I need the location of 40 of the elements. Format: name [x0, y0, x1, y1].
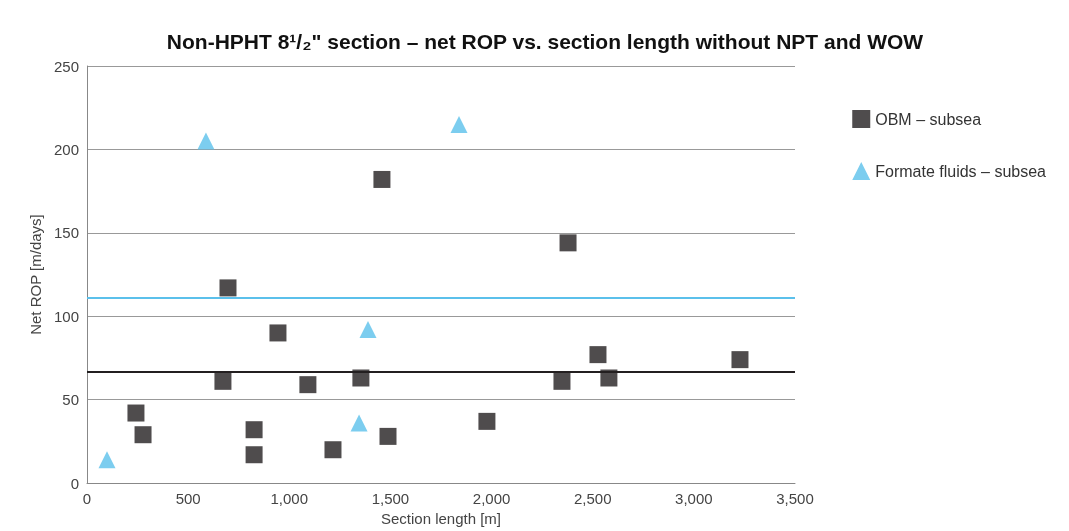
y-tick-label: 150 — [53, 224, 79, 242]
point — [245, 446, 263, 464]
y-axis-title: Net ROP [m/days] — [27, 214, 44, 335]
point — [450, 115, 468, 133]
point — [214, 372, 232, 390]
point — [589, 346, 607, 364]
x-tick-label: 500 — [175, 490, 201, 508]
point — [359, 321, 377, 339]
x-tick-label: 1,000 — [270, 490, 309, 508]
point — [731, 351, 749, 369]
point — [350, 414, 368, 432]
point — [553, 372, 571, 390]
point — [324, 441, 342, 459]
point — [245, 421, 263, 439]
x-tick-label: 0 — [82, 490, 92, 508]
x-axis-title: Section length [m] — [380, 510, 502, 527]
chart-title: Non-HPHT 8¹/₂" section – net ROP vs. section length without NPT and WOW — [166, 30, 924, 53]
x-tick-label: 1,500 — [371, 490, 410, 508]
y-tick-label: 100 — [53, 307, 79, 325]
point — [299, 376, 317, 394]
x-tick-label: 3,000 — [675, 490, 713, 508]
y-tick-label: 0 — [70, 474, 79, 492]
point — [219, 279, 237, 297]
point — [134, 426, 152, 444]
x-tick-label: 3,500 — [776, 490, 814, 508]
x-tick-label: 2,500 — [573, 490, 612, 508]
point — [559, 234, 577, 252]
point — [478, 412, 496, 430]
point — [98, 451, 116, 469]
point — [269, 324, 287, 342]
legend-label: Formate fluids – subsea — [875, 162, 1047, 180]
x-tick-label: 2,000 — [472, 490, 511, 508]
point — [373, 170, 391, 188]
y-tick-label: 200 — [53, 140, 79, 158]
point — [197, 132, 215, 150]
y-tick-label: 250 — [53, 57, 79, 75]
point — [127, 404, 145, 422]
legend-label: OBM – subsea — [875, 110, 982, 128]
y-tick-label: 50 — [62, 391, 79, 409]
point — [379, 427, 397, 445]
